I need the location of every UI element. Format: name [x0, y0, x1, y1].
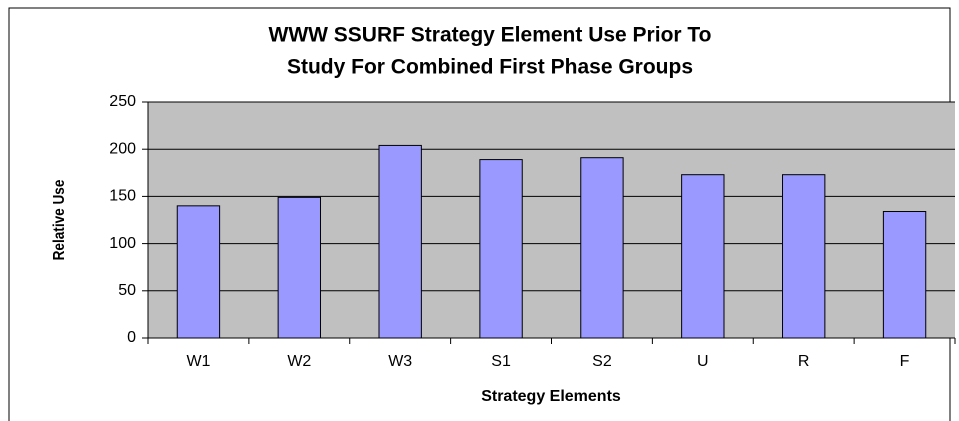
x-tick-label: W1: [186, 353, 210, 370]
bar: [681, 174, 725, 339]
y-tick-label: 200: [109, 140, 136, 157]
bar: [479, 159, 523, 339]
chart-title: WWW SSURF Strategy Element Use Prior To: [269, 24, 712, 47]
y-tick-label: 50: [118, 282, 136, 299]
bar: [882, 211, 927, 339]
y-axis-title: Relative Use: [51, 180, 68, 261]
x-tick-label: S2: [592, 353, 612, 370]
x-axis-title: Strategy Elements: [481, 388, 621, 405]
bar: [277, 196, 321, 339]
y-tick-label: 250: [109, 93, 136, 110]
y-tick-label: 150: [109, 188, 136, 205]
x-tick-label: U: [697, 353, 709, 370]
y-tick-label: 100: [109, 235, 136, 252]
bar: [176, 205, 221, 339]
x-tick-label: W2: [287, 353, 311, 370]
plot-area: [148, 102, 955, 338]
x-tick-label: F: [900, 353, 910, 370]
bar: [580, 157, 624, 339]
x-tick-label: W3: [388, 353, 412, 370]
x-tick-label: R: [798, 353, 810, 370]
y-tick-label: 0: [127, 329, 136, 346]
bar: [782, 174, 826, 339]
chart-title: Study For Combined First Phase Groups: [287, 56, 693, 79]
bar: [378, 144, 422, 339]
x-tick-label: S1: [491, 353, 511, 370]
